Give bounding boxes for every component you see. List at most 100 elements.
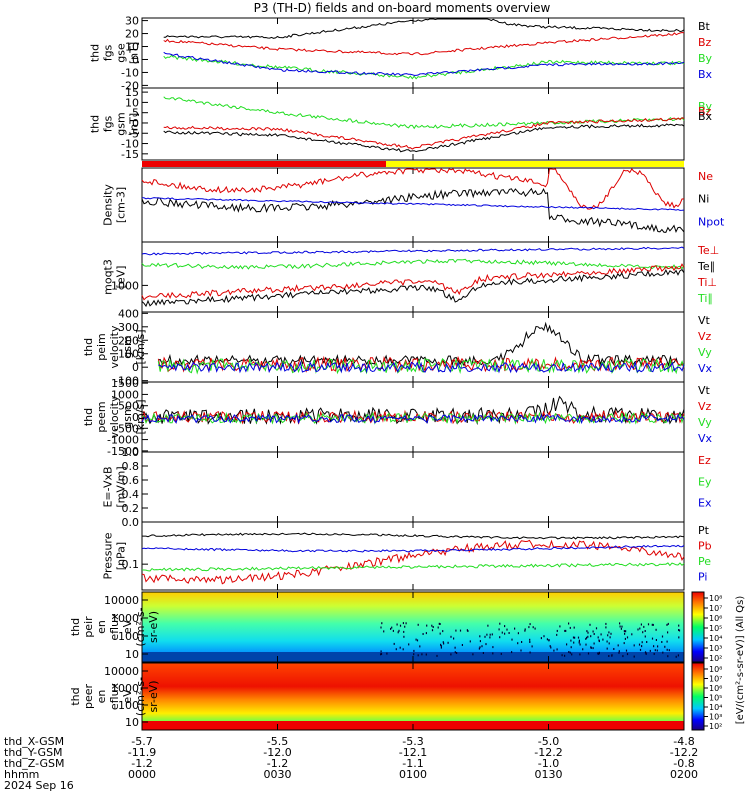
x-tick-value: -12.2 (670, 746, 698, 759)
spectrogram-speck (645, 652, 647, 655)
spectrogram-speck (642, 631, 644, 634)
y-tick-label: 20 (125, 28, 139, 41)
spectrogram-speck (461, 644, 463, 646)
spectrogram-speck (524, 628, 526, 631)
spectrogram-speck (666, 623, 668, 626)
legend-Pt: Pt (698, 524, 710, 537)
spectrogram-speck (626, 653, 629, 656)
y-tick-label: 10 (125, 648, 139, 661)
spectrogram-speck (611, 654, 613, 657)
legend-Vx: Vx (698, 362, 713, 375)
y-tick-label: -20 (121, 79, 139, 92)
panel-efield: 1.00.80.60.40.20.0 (122, 446, 685, 529)
spectrogram-speck (598, 652, 600, 655)
y-tick-label: 100 (118, 699, 139, 712)
spectrogram-speck (391, 626, 393, 629)
spectrogram-speck (556, 648, 558, 651)
spectrogram-speck (644, 635, 646, 638)
x-tick-value: -1.2 (267, 757, 288, 770)
spectrogram-speck (559, 625, 561, 628)
spectrogram-speck (624, 632, 626, 635)
y-axis-label: sr-eV) (147, 680, 160, 712)
spectrogram-speck (398, 629, 400, 632)
y-tick-label: -5 (128, 127, 139, 140)
spectrogram-speck (617, 644, 619, 647)
trace-Pb (141, 539, 685, 585)
colorbar-tick-label: 10⁵ (709, 694, 722, 703)
x-tick-value: 0200 (670, 768, 698, 781)
y-axis-label: [nT] (128, 113, 141, 135)
spectrogram-speck (390, 627, 392, 630)
trace-Vz (141, 409, 685, 425)
y-axis-label: thd (89, 44, 102, 62)
spectrogram-speck (618, 651, 620, 654)
spectrogram-speck (524, 629, 526, 632)
y-axis-label: gsm (121, 335, 134, 358)
trace-Bx (163, 51, 685, 76)
spectrogram-speck (529, 638, 531, 641)
spectrogram-speck (417, 654, 419, 657)
spectrogram-speck (439, 623, 441, 625)
y-tick-label: 1000 (111, 388, 139, 401)
panel-peir-spec: 10000 1000 100 10 (104, 591, 685, 663)
spectrogram-speck (570, 639, 572, 642)
spectrogram-speck (569, 651, 571, 654)
y-tick-label: 0.4 (122, 488, 140, 501)
spectrogram-speck (678, 624, 680, 627)
spectrogram-speck (606, 647, 608, 650)
spectrogram-speck (520, 649, 522, 652)
spectrogram-speck (598, 639, 600, 642)
x-tick-value: -5.3 (402, 735, 423, 748)
spectrogram-speck (450, 635, 452, 638)
trace-Bx (163, 123, 685, 153)
legend-Pe: Pe (698, 555, 711, 568)
y-tick-label: -1000 (107, 434, 139, 447)
spectrogram-speck (499, 622, 501, 625)
y-axis-label: Density (102, 184, 115, 226)
spectrogram-speck (517, 632, 519, 635)
spectrogram-speck (404, 625, 406, 628)
spectrogram-speck (602, 638, 604, 641)
y-axis-label: velocity (108, 395, 121, 438)
spectrogram-speck (649, 649, 651, 652)
spectrogram-speck (413, 653, 415, 656)
spectrogram-speck (425, 632, 427, 635)
spectrogram-speck (396, 623, 398, 626)
y-axis-label: eV (121, 689, 134, 704)
trace-Vx (141, 413, 685, 425)
y-axis-label: [km/s] (134, 329, 147, 364)
y-tick-label: 0.1 (122, 558, 140, 571)
colorbar-tick-label: 10² (709, 654, 722, 663)
y-tick-label: 1500 (111, 377, 139, 390)
spectrogram-speck (380, 653, 382, 656)
spectrogram-speck (450, 653, 452, 656)
spectrogram-speck (590, 635, 592, 638)
y-axis-label: [km/s] (134, 399, 147, 434)
legend-Vy: Vy (698, 346, 712, 359)
spectrogram-speck (454, 651, 456, 654)
spectrogram-speck (608, 631, 610, 634)
colorbar-tick-label: 10⁸ (709, 665, 722, 674)
spectrogram-speck (419, 645, 421, 648)
spectrogram-speck (440, 644, 442, 647)
colorbar-tick-label: 10⁴ (709, 634, 722, 643)
spectrogram-speck (640, 623, 642, 626)
trace-Pt (142, 532, 685, 540)
trace-Te-par (141, 268, 685, 308)
spectrogram-speck (556, 629, 558, 632)
spectrogram-speck (402, 622, 404, 625)
spectrogram-speck (662, 651, 664, 654)
spectrogram-speck (397, 631, 399, 634)
spectrogram-speck (608, 642, 610, 645)
spectrogram-speck (639, 648, 642, 651)
spectrogram-speck (438, 622, 440, 625)
x-tick-value: -5.0 (538, 735, 559, 748)
spectrogram-speck (606, 640, 608, 643)
y-axis-label: thd (69, 687, 82, 705)
spectrogram-speck (534, 627, 536, 630)
spectrogram-speck (622, 655, 624, 658)
spectrogram-speck (624, 637, 626, 640)
trace-By (163, 54, 685, 80)
spectrogram-speck (504, 632, 506, 635)
spectrogram-speck (543, 635, 545, 638)
